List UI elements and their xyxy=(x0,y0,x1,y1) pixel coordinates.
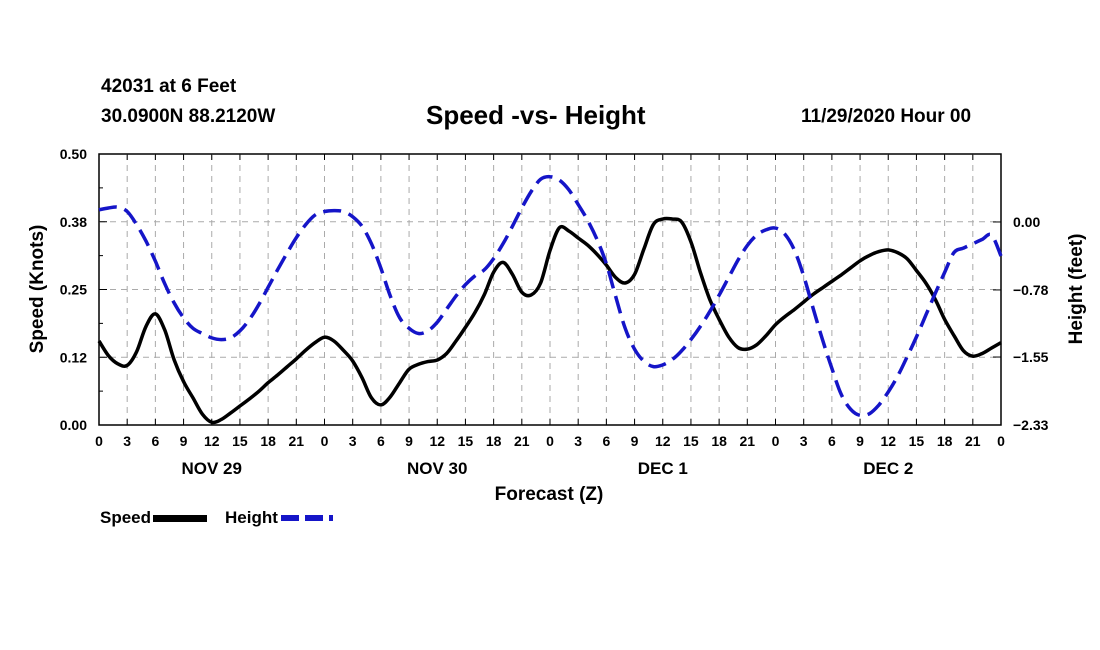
x-tick-label: 18 xyxy=(486,433,502,449)
axis-ticks: 0 3 6 9 12 15 18 21 0 3 6 9 12 15 18 21 0 3 6 9 12 15 18 21 0 3 6 9… xyxy=(60,146,1049,478)
y-tick-label: 0.12 xyxy=(60,349,87,365)
y2-tick-label: −2.33 xyxy=(1013,417,1049,433)
x-tick-label: 12 xyxy=(880,433,896,449)
x-axis-label: Forecast (Z) xyxy=(495,484,604,505)
y-axis-label: Speed (Knots) xyxy=(27,225,48,354)
legend-speed-swatch xyxy=(153,514,208,522)
y2-axis-label: Height (feet) xyxy=(1066,234,1087,345)
x-tick-label: 6 xyxy=(151,433,159,449)
day-label: NOV 29 xyxy=(182,459,242,478)
x-tick-label: 9 xyxy=(631,433,639,449)
legend-speed-label: Speed xyxy=(100,508,152,527)
chart-title: Speed -vs- Height xyxy=(426,100,646,130)
x-tick-label: 21 xyxy=(965,433,981,449)
legend-height-swatch xyxy=(280,515,333,521)
coordinates-label: 30.0900N 88.2120W xyxy=(101,106,276,127)
x-tick-label: 18 xyxy=(937,433,953,449)
x-tick-label: 9 xyxy=(856,433,864,449)
x-tick-label: 21 xyxy=(289,433,305,449)
x-tick-label: 9 xyxy=(180,433,188,449)
y-tick-label: 0.50 xyxy=(60,146,87,162)
x-tick-label: 6 xyxy=(602,433,610,449)
x-tick-label: 6 xyxy=(377,433,385,449)
x-tick-label: 21 xyxy=(740,433,756,449)
x-tick-label: 3 xyxy=(574,433,582,449)
x-tick-label: 3 xyxy=(123,433,131,449)
x-tick-label: 15 xyxy=(909,433,925,449)
y-tick-label: 0.38 xyxy=(60,214,87,230)
x-tick-label: 0 xyxy=(321,433,329,449)
y-tick-label: 0.00 xyxy=(60,417,87,433)
grid xyxy=(99,154,1001,425)
x-tick-label: 21 xyxy=(514,433,530,449)
x-tick-label: 15 xyxy=(683,433,699,449)
x-tick-label: 6 xyxy=(828,433,836,449)
date-stamp: 11/29/2020 Hour 00 xyxy=(801,106,972,127)
day-label: DEC 1 xyxy=(638,459,688,478)
x-tick-label: 3 xyxy=(800,433,808,449)
day-label: DEC 2 xyxy=(863,459,913,478)
y2-tick-label: −0.78 xyxy=(1013,282,1049,298)
x-tick-label: 0 xyxy=(997,433,1005,449)
y2-tick-label: −1.55 xyxy=(1013,349,1049,365)
x-tick-label: 12 xyxy=(204,433,220,449)
y2-tick-label: 0.00 xyxy=(1013,214,1040,230)
x-tick-label: 9 xyxy=(405,433,413,449)
legend: Speed Height xyxy=(100,508,333,528)
series-lines xyxy=(97,174,1003,425)
x-tick-label: 0 xyxy=(546,433,554,449)
height-series-line xyxy=(98,174,1003,418)
x-tick-label: 12 xyxy=(655,433,671,449)
x-tick-label: 3 xyxy=(349,433,357,449)
x-tick-label: 12 xyxy=(429,433,445,449)
x-tick-label: 15 xyxy=(232,433,248,449)
x-tick-label: 0 xyxy=(772,433,780,449)
x-tick-label: 15 xyxy=(458,433,474,449)
day-label: NOV 30 xyxy=(407,459,467,478)
station-label: 42031 at 6 Feet xyxy=(101,76,237,97)
x-tick-label: 18 xyxy=(711,433,727,449)
x-tick-label: 18 xyxy=(260,433,276,449)
x-tick-label: 0 xyxy=(95,433,103,449)
y-tick-label: 0.25 xyxy=(60,282,87,298)
speed-series-line xyxy=(97,216,1002,425)
legend-height-label: Height xyxy=(225,508,278,527)
